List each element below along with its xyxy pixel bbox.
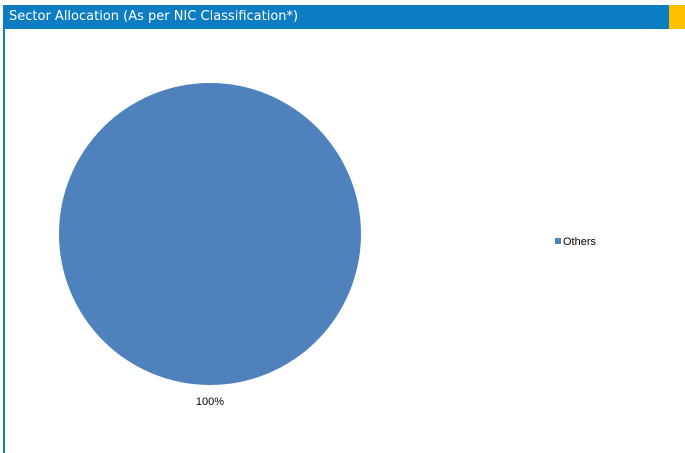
panel-title: Sector Allocation (As per NIC Classifica… bbox=[9, 9, 299, 24]
legend-label-others: Others bbox=[563, 236, 597, 248]
header-bar bbox=[3, 5, 669, 29]
pie-data-labels: 100% bbox=[196, 396, 224, 408]
left-border-rule bbox=[3, 29, 5, 453]
pie-slices bbox=[59, 83, 361, 385]
chart-legend: Others bbox=[555, 236, 597, 248]
data-label-others: 100% bbox=[196, 396, 224, 408]
header-accent-block bbox=[669, 5, 685, 29]
legend-swatch-others bbox=[555, 238, 561, 244]
pie-slice-others bbox=[59, 83, 361, 385]
